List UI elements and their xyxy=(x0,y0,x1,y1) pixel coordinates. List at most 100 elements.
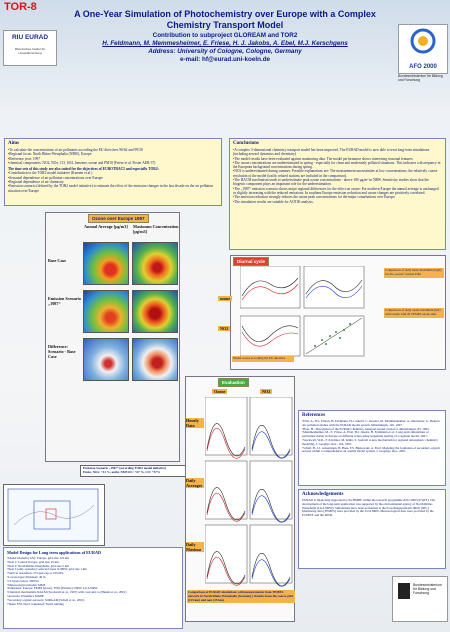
aims-intro: The time sets of this study are also sui… xyxy=(8,167,159,172)
evaluation-column: Ozone xyxy=(212,389,228,394)
row-label: Difference: Scenario - Base Case xyxy=(48,344,76,359)
logo-text: Bundesministerium für Bildung und Forsch… xyxy=(413,583,442,595)
model-design-item: Aerosols: Dynamics MADE xyxy=(7,594,179,599)
logo-graphic xyxy=(410,28,436,54)
model-design-item: Vertical resolution: 23 layers up to 100… xyxy=(7,571,179,576)
aims-objective: Contribution to the TOR2 model initiativ… xyxy=(8,171,218,175)
nest-outline xyxy=(45,508,57,520)
logo-afo: AFO 2000 xyxy=(398,24,448,74)
diurnal-label: NO2 xyxy=(218,326,231,331)
aims-objectives: Contribution to the TOR2 model initiativ… xyxy=(8,171,218,192)
logo-bmbf: Bundesministerium für Bildung und Forsch… xyxy=(392,576,448,622)
plot-line xyxy=(241,277,299,297)
map xyxy=(83,242,129,285)
conclusion-item: The RACM mechanism tends to underestimat… xyxy=(233,178,442,187)
diurnal-note: Comparison of daily ozone maximum (left)… xyxy=(384,308,444,318)
nest-outline xyxy=(33,500,71,530)
model-design-list: Model Domain (125): Europe, grid size 12… xyxy=(7,556,179,606)
map xyxy=(83,338,129,381)
evaluation-caption: Comparison of EURAD simulations with mea… xyxy=(187,590,295,604)
conclusions-heading: Conclusions xyxy=(233,141,259,146)
conclusions-box: Conclusions A complex 3-dimensional chem… xyxy=(229,138,446,250)
reference-item: Hass, H.: Description of the EURAD chemi… xyxy=(302,427,442,432)
model-design-item: Nest 1: Central Europe, grid size 25 km xyxy=(7,560,179,565)
ozone-panel-title: Ozone over Europe 1997 xyxy=(88,214,149,223)
evaluation-title: Evaluation xyxy=(218,378,249,387)
diurnal-scores: Model scores according the EU directive xyxy=(232,356,294,362)
subtitle: Contribution to subproject GLOREAM and T… xyxy=(152,32,298,39)
conclusion-item: NO2 is underestimated during summer. Pos… xyxy=(233,169,442,178)
logo-text: RIU EURAD xyxy=(11,34,49,41)
evaluation-row: Daily Averages xyxy=(186,478,204,488)
plot-line xyxy=(241,283,299,301)
model-design-item: Meteorological model: MM5 xyxy=(7,583,179,588)
aims-objective: Seasonal dependence of air pollution con… xyxy=(8,176,218,180)
authors: H. Feldmann, M. Memmesheimer, E. Friese,… xyxy=(102,40,348,47)
diagonal xyxy=(305,317,363,355)
aims-item: Regional focus: North Rhine-Westphalia (… xyxy=(8,152,218,156)
logo-core xyxy=(418,36,428,46)
plot-line xyxy=(241,331,299,347)
conclusion-item: A complex 3-dimensional chemistry transp… xyxy=(233,148,442,157)
acknowledgement-box: Acknowledgements EURAD is financially su… xyxy=(298,489,446,569)
conclusion-item: The model results have been evaluated ag… xyxy=(233,157,442,161)
row-label: Emission Scenario „1987“ xyxy=(48,296,81,306)
conclusions-list: A complex 3-dimensional chemistry transp… xyxy=(233,148,442,204)
domain-map xyxy=(3,484,105,546)
evaluation-row: Daily Maxima xyxy=(186,542,204,552)
title: A One-Year Simulation of Photochemistry … xyxy=(74,9,376,30)
diurnal-label: ozone xyxy=(218,296,233,301)
conclusion-item: The simulation results are suitable for … xyxy=(233,200,442,204)
model-design-item: Emissions: Europe: EMEP (gross), TNO (Pa… xyxy=(7,587,179,591)
column-label: Maximum Concentration [µg/m3] xyxy=(133,224,179,234)
plot-frame xyxy=(303,266,365,309)
plot-frame xyxy=(240,266,301,309)
row-label: Base Case xyxy=(48,258,67,263)
model-design-heading: Model Design for Long term applications … xyxy=(7,550,102,555)
plot-curves xyxy=(206,423,291,587)
map xyxy=(83,290,129,333)
aims-objective: Emission scenario (defined by the TOR2 m… xyxy=(8,184,218,193)
acknowledgement-text: EURAD is financially supported by the BM… xyxy=(302,498,435,518)
email: e-mail: hf@eurad.uni-koeln.de xyxy=(179,56,271,63)
eagle-shape xyxy=(398,583,410,599)
eagle-icon xyxy=(398,583,410,599)
acknowledgement-heading: Acknowledgements xyxy=(302,492,344,497)
column-label: Annual Average [µg/m3] xyxy=(84,224,128,229)
model-design-item: Nest 3 (only episodes): selected areas i… xyxy=(7,568,179,572)
references-heading: References xyxy=(302,413,326,418)
map xyxy=(132,338,178,381)
domain-outline xyxy=(7,488,99,542)
aims-objective: Regional dependence of air chemistry xyxy=(8,180,218,184)
map xyxy=(132,290,178,333)
conclusion-item: The emission reduction strongly reduces … xyxy=(233,195,442,199)
caption-line: Emiss. NOx: +41 %, anthr. NMVOC: +67 %, … xyxy=(83,469,161,474)
caption-line: Emission Scenario „1987“ (according TOR2… xyxy=(83,466,166,470)
domain-graphic xyxy=(7,488,99,542)
plot-line xyxy=(305,285,363,299)
poster-tag: TOR-8 xyxy=(4,1,37,13)
reference-item: Ebel, A., H.J. Elbern, H. Feldmann, H.J.… xyxy=(302,419,442,428)
evaluation-column: NO2 xyxy=(260,389,273,394)
evaluation-plots xyxy=(205,397,293,587)
plot-line xyxy=(241,325,299,342)
logo-riu: RIU EURAD Rheinisches Institut für Umwel… xyxy=(3,30,57,66)
diurnal-title: Diurnal cycle xyxy=(233,257,270,266)
reference-item: Schell, B., I.J. Ackermann, H. Hass, F.S… xyxy=(302,446,442,455)
conclusion-item: The ozone concentrations are underestima… xyxy=(233,161,442,170)
conclusion-item: The „1987“ emission scenario shows major… xyxy=(233,187,442,196)
aims-box: Aims To calculate the concentrations of … xyxy=(4,138,222,206)
references-box: References Ebel, A., H.J. Elbern, H. Fel… xyxy=(298,410,446,486)
aims-item: Reference year: 1997 xyxy=(8,157,218,161)
model-design-box: Model Design for Long term applications … xyxy=(3,547,183,629)
logo-bmbf-top: Bundesministerium für Bildung und Forsch… xyxy=(398,74,443,82)
logo-text: AFO 2000 xyxy=(409,64,437,70)
aims-list: To calculate the concentrations of air p… xyxy=(8,148,218,165)
aims-item: chemical components: NO2, NOx, CO, SO2, … xyxy=(8,161,218,165)
plot-line xyxy=(305,279,363,295)
model-design-item: 15 layers below 3000 m xyxy=(7,579,179,584)
reference-item: Memmesheimer, M., E. Friese, A. Ebel, H.… xyxy=(302,431,442,439)
address: Address: University of Cologne, Cologne,… xyxy=(148,48,302,55)
model-design-item: Lowest layer thickness: 40 m xyxy=(7,575,179,580)
